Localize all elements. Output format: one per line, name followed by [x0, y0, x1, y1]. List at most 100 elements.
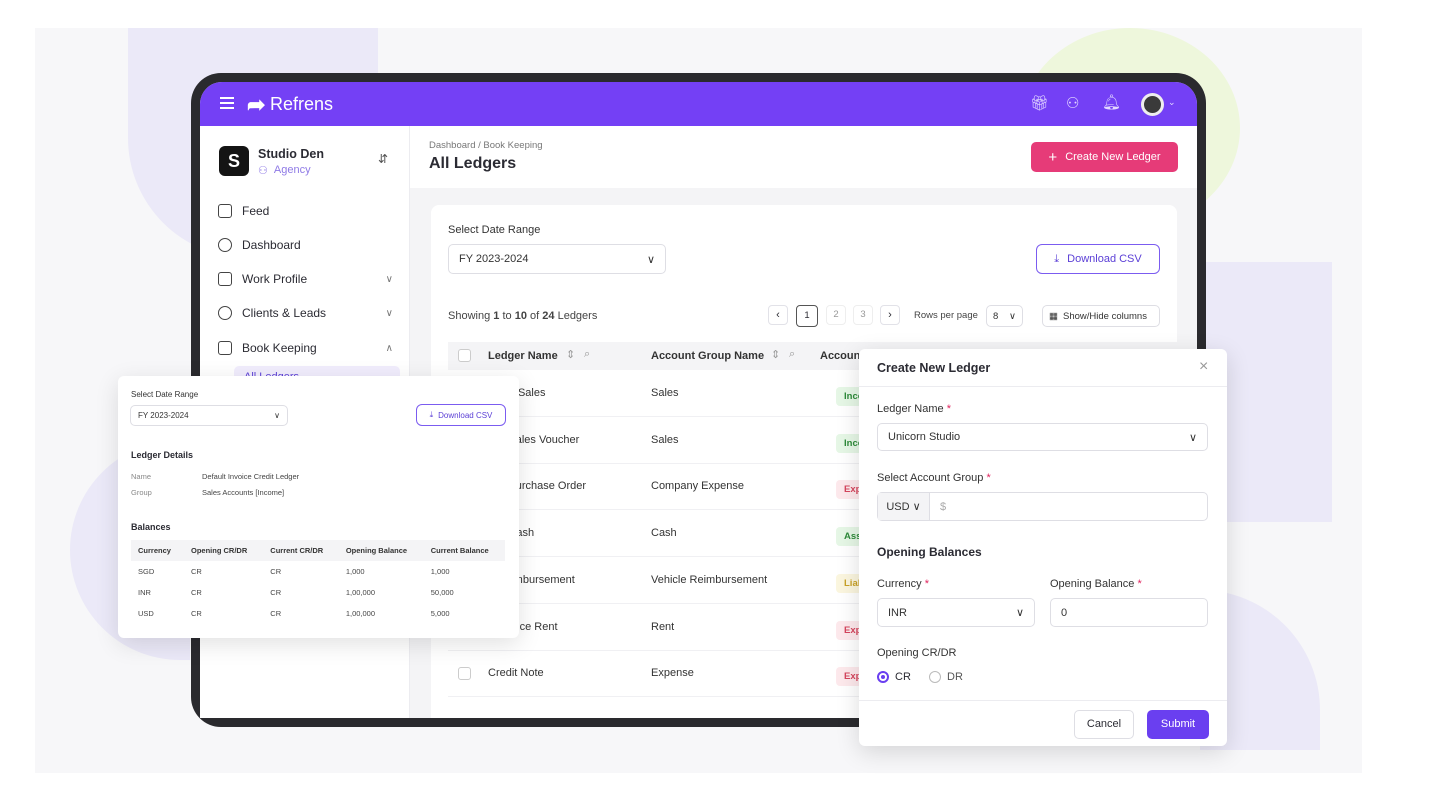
- balances-cell: SGD: [138, 567, 155, 576]
- page-header: Dashboard / Book Keeping All Ledgers + Cr…: [410, 126, 1197, 188]
- opening-balance-input[interactable]: 0: [1050, 598, 1208, 627]
- page-3-button[interactable]: 3: [853, 305, 873, 325]
- radio-cr[interactable]: CR: [877, 671, 911, 683]
- showing-count: Showing 1 to 10 of 24 Ledgers: [448, 310, 598, 322]
- sort-icon[interactable]: ⇕: [566, 349, 576, 361]
- close-icon[interactable]: ×: [1199, 358, 1209, 375]
- page-title: All Ledgers: [429, 155, 517, 172]
- group-label: Group: [131, 488, 152, 497]
- search-icon[interactable]: ⌕: [584, 348, 591, 360]
- radio-dr[interactable]: DR: [929, 671, 963, 683]
- popup-date-range-select[interactable]: FY 2023-2024 ∨: [130, 405, 288, 426]
- next-page-button[interactable]: ›: [880, 305, 900, 325]
- balances-cell: CR: [190, 567, 202, 576]
- balances-col-header: Opening Balance: [338, 540, 424, 561]
- currency-select[interactable]: INR ∨: [877, 598, 1035, 627]
- show-hide-columns-button[interactable]: ▦ Show/Hide columns: [1042, 305, 1160, 327]
- divider: [859, 700, 1227, 701]
- amount-placeholder: $: [940, 500, 947, 513]
- group-value: Sales Accounts [Income]: [202, 488, 285, 497]
- balances-title: Balances: [131, 522, 171, 532]
- org-name: Studio Den: [258, 147, 324, 161]
- account-group: Company Expense: [651, 480, 744, 493]
- balances-row: INR CR CR 1,00,000 50,000: [131, 582, 505, 603]
- modal-title: Create New Ledger: [877, 361, 991, 375]
- sort-icon[interactable]: ⇕: [771, 349, 781, 361]
- balances-table: Currency Opening CR/DR Current CR/DR Openin…: [131, 540, 505, 624]
- menu-icon[interactable]: [220, 97, 234, 109]
- briefcase-icon: [218, 272, 232, 286]
- popup-download-csv-button[interactable]: ⤓ Download CSV: [416, 404, 506, 426]
- account-group: Sales: [651, 387, 679, 399]
- currency-prefix-select[interactable]: USD ∨: [878, 493, 930, 520]
- opening-balances-title: Opening Balances: [877, 545, 982, 559]
- col-account[interactable]: Account: [820, 350, 864, 362]
- chevron-down-icon: ∨: [385, 273, 393, 285]
- chevron-down-icon: ∨: [646, 253, 655, 266]
- page-1-button[interactable]: 1: [796, 305, 818, 327]
- row-checkbox[interactable]: [458, 667, 471, 681]
- page-2-button[interactable]: 2: [826, 305, 846, 325]
- sidebar-item-clients-leads[interactable]: Clients & Leads ∨: [218, 306, 393, 320]
- rows-per-page-label: Rows per page: [914, 310, 978, 321]
- breadcrumb[interactable]: Dashboard / Book Keeping: [429, 140, 543, 151]
- gift-icon[interactable]: 🎁︎: [1030, 95, 1050, 112]
- org-type: ⚇ Agency: [258, 164, 311, 177]
- popup-date-range-label: Select Date Range: [131, 390, 199, 399]
- select-all-checkbox[interactable]: [458, 349, 471, 362]
- chevron-down-icon[interactable]: ⌄: [1168, 97, 1176, 107]
- cancel-button[interactable]: Cancel: [1074, 710, 1134, 739]
- account-group: Cash: [651, 527, 677, 540]
- team-icon[interactable]: ⚇: [1066, 95, 1080, 112]
- name-label: Name: [131, 472, 152, 481]
- col-ledger-name[interactable]: Ledger Name: [488, 350, 558, 362]
- sidebar-item-dashboard[interactable]: Dashboard: [218, 238, 301, 252]
- org-switcher-icon[interactable]: ⇵: [378, 152, 389, 166]
- balances-cell: CR: [270, 567, 282, 576]
- top-header: ➦ Refrens 🎁︎ ⚇ 🔔︎ ⌄: [200, 82, 1197, 126]
- create-ledger-modal: Create New Ledger × Ledger Name * Unicor…: [859, 349, 1227, 746]
- ledger-name-select[interactable]: Unicorn Studio ∨: [877, 423, 1208, 451]
- ledger-details-title: Ledger Details: [131, 450, 194, 460]
- balances-cell: 50,000: [430, 588, 454, 597]
- balances-cell: 1,000: [430, 567, 450, 576]
- account-group-input[interactable]: USD ∨ $: [877, 492, 1208, 521]
- download-csv-label: Download CSV: [1067, 253, 1142, 265]
- brand-name: Refrens: [270, 94, 334, 114]
- bell-icon[interactable]: 🔔︎: [1102, 94, 1122, 111]
- search-icon[interactable]: ⌕: [789, 348, 796, 360]
- ledger-name[interactable]: Credit Note: [488, 667, 544, 680]
- account-group-label: Select Account Group *: [877, 472, 991, 484]
- date-range-select[interactable]: FY 2023-2024 ∨: [448, 244, 666, 274]
- chevron-up-icon: ∧: [385, 342, 393, 354]
- columns-icon: ▦: [1049, 310, 1058, 322]
- download-csv-button[interactable]: ⤓ Download CSV: [1036, 244, 1160, 274]
- org-type-label: Agency: [273, 164, 311, 176]
- date-range-value: FY 2023-2024: [459, 253, 529, 265]
- chevron-down-icon: ∨: [1009, 310, 1016, 322]
- create-new-ledger-label: Create New Ledger: [1065, 151, 1161, 163]
- sidebar-item-label: Work Profile: [242, 272, 308, 286]
- avatar[interactable]: [1141, 93, 1164, 116]
- sidebar-item-label: Dashboard: [242, 238, 301, 252]
- prev-page-button[interactable]: ‹: [768, 305, 788, 325]
- opening-balance-label: Opening Balance *: [1050, 578, 1142, 590]
- dashboard-icon: [218, 238, 232, 252]
- balances-cell: CR: [270, 588, 282, 597]
- balances-cell: CR: [190, 609, 202, 618]
- balances-cell: 1,00,000: [345, 609, 376, 618]
- sidebar-item-feed[interactable]: Feed: [218, 204, 269, 218]
- create-new-ledger-button[interactable]: + Create New Ledger: [1031, 142, 1178, 172]
- sidebar-item-book-keeping[interactable]: Book Keeping ∧: [218, 341, 393, 355]
- sidebar-item-work-profile[interactable]: Work Profile ∨: [218, 272, 393, 286]
- chevron-down-icon: ∨: [274, 411, 280, 420]
- ledger-name-label: Ledger Name *: [877, 403, 951, 415]
- balances-col-header: Current CR/DR: [263, 540, 339, 561]
- submit-button[interactable]: Submit: [1147, 710, 1209, 739]
- chevron-down-icon: ∨: [385, 307, 393, 319]
- sidebar-item-label: Clients & Leads: [242, 306, 327, 320]
- name-value: Default Invoice Credit Ledger: [202, 472, 300, 481]
- rows-per-page-select[interactable]: 8 ∨: [986, 305, 1023, 327]
- logo-mark-icon: ➦: [247, 92, 266, 117]
- col-account-group[interactable]: Account Group Name: [651, 350, 765, 362]
